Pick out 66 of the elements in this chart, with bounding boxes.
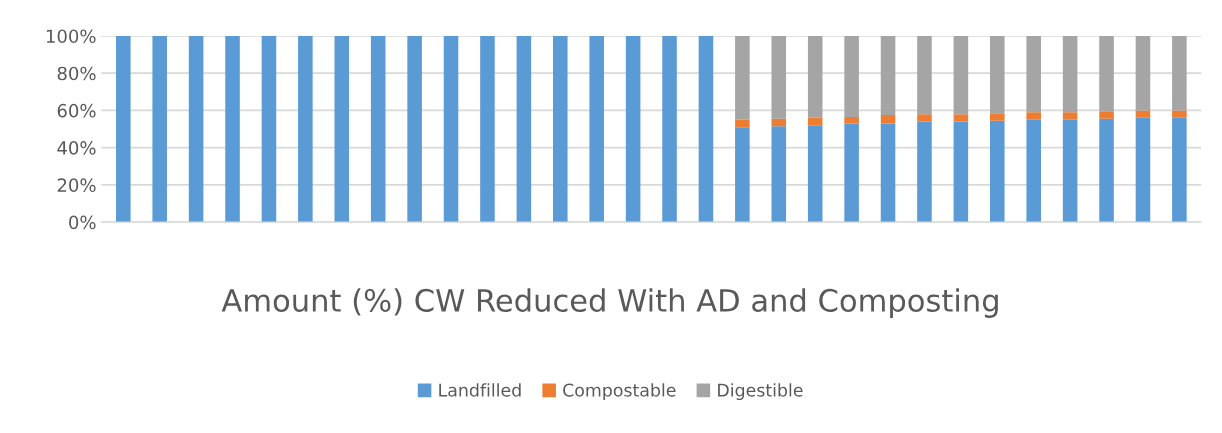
bar <box>1062 112 1078 120</box>
bar <box>735 119 750 128</box>
bar <box>1026 112 1041 120</box>
bar <box>953 114 969 122</box>
bar <box>1135 110 1151 118</box>
bar <box>917 114 932 122</box>
bar <box>1172 35 1187 111</box>
bar <box>152 35 167 223</box>
bar <box>1172 110 1187 118</box>
bar <box>516 35 532 223</box>
bar <box>990 113 1005 121</box>
bar <box>1135 117 1151 223</box>
text: Amount (%) CW Reduced With AD and Composting <box>221 288 998 318</box>
bar <box>407 35 422 223</box>
bar <box>298 35 313 223</box>
bar <box>953 35 969 115</box>
bar <box>990 120 1005 223</box>
legend-label: Landfilled <box>439 383 521 397</box>
bar <box>917 121 932 223</box>
bar <box>225 35 240 223</box>
y-tick-label: 100% <box>46 29 96 44</box>
bar <box>1099 35 1114 112</box>
legend-label: Compostable <box>563 383 676 401</box>
bar <box>771 118 787 127</box>
y-tick-label: 0% <box>69 215 96 230</box>
bar <box>698 35 714 223</box>
y-tick-label: 80% <box>57 66 96 81</box>
bar <box>553 35 568 223</box>
bar <box>735 35 750 120</box>
bar <box>1135 35 1151 111</box>
bar <box>807 35 823 118</box>
bar <box>115 35 131 223</box>
bar <box>844 123 859 223</box>
bar <box>807 117 823 126</box>
bar <box>771 126 787 223</box>
bar <box>880 115 896 124</box>
bar <box>370 35 386 223</box>
bar <box>990 35 1005 114</box>
bar <box>1026 119 1041 223</box>
bar <box>953 121 969 223</box>
bar <box>771 35 787 119</box>
bar <box>844 116 859 124</box>
bar <box>589 35 604 223</box>
bar <box>1062 35 1078 113</box>
bar <box>443 35 459 223</box>
bar <box>880 35 896 116</box>
y-tick-label: 60% <box>57 103 96 118</box>
y-tick-label: 40% <box>57 141 96 155</box>
bar <box>662 35 677 223</box>
bar <box>1099 111 1114 119</box>
bar <box>1172 117 1187 223</box>
bar <box>844 35 859 117</box>
bar <box>1026 35 1041 113</box>
bar <box>188 35 204 223</box>
bar <box>917 35 932 115</box>
bar <box>625 35 641 223</box>
bar <box>735 127 750 223</box>
legend-label: Digestible <box>718 383 803 401</box>
bar <box>480 35 495 223</box>
bar <box>261 35 277 223</box>
bar <box>334 35 350 223</box>
bar <box>1099 118 1114 223</box>
y-tick-label: 20% <box>57 178 96 193</box>
bar <box>880 123 896 223</box>
bar <box>1062 119 1078 223</box>
bar <box>807 125 823 223</box>
